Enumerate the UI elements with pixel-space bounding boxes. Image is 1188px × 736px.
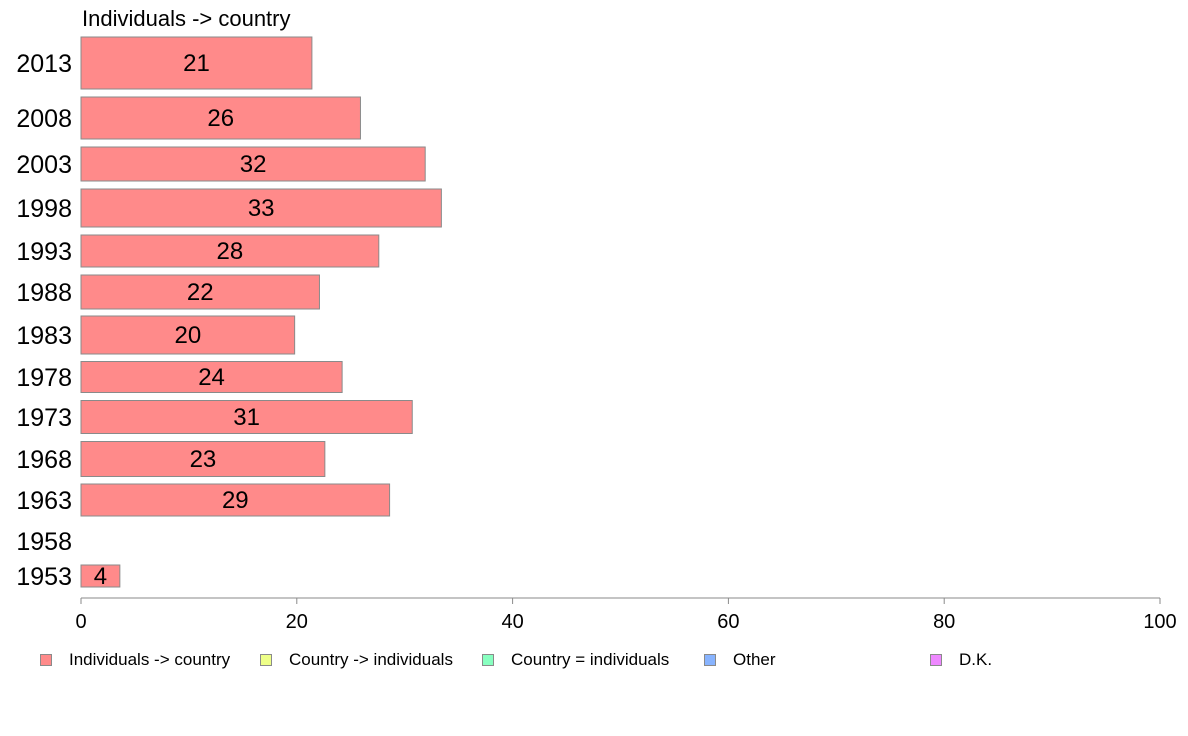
y-tick-label-1998: 1998: [16, 195, 72, 223]
x-tick-label-80: 80: [933, 611, 955, 633]
bar-label-1983: 20: [174, 322, 201, 349]
legend-item: Country -> individuals: [260, 650, 453, 670]
y-tick-label-2013: 2013: [16, 50, 72, 78]
y-tick-label-1968: 1968: [16, 446, 72, 474]
legend-label: Other: [733, 650, 776, 669]
x-tick-label-60: 60: [717, 611, 739, 633]
bar-label-1993: 28: [217, 238, 244, 265]
bar-1983: [80, 315, 296, 355]
bar-label-1953: 4: [94, 563, 107, 590]
bar-1963: [80, 483, 391, 517]
legend-label: Country -> individuals: [289, 650, 453, 669]
x-tick-label-40: 40: [501, 611, 523, 633]
bar-2003: [80, 146, 426, 182]
bar-label-2003: 32: [240, 151, 267, 178]
series-title: Individuals -> country: [82, 6, 291, 31]
bar-label-1978: 24: [198, 364, 225, 391]
bar-1973: [80, 400, 413, 434]
legend-label: D.K.: [959, 650, 993, 669]
legend-swatch: [260, 654, 272, 666]
y-tick-label-1958: 1958: [16, 528, 72, 556]
bar-1953: [80, 564, 121, 588]
bar-label-2013: 21: [183, 50, 210, 77]
x-tick-label-0: 0: [75, 611, 86, 633]
y-tick-label-1983: 1983: [16, 322, 72, 350]
x-tick-label-20: 20: [286, 611, 308, 633]
bar-1978: [80, 361, 343, 393]
legend-swatch: [930, 654, 942, 666]
y-tick-label-1993: 1993: [16, 238, 72, 266]
legend-item: Individuals -> country: [40, 650, 230, 670]
legend-item: Other: [704, 650, 776, 670]
y-tick-label-1953: 1953: [16, 563, 72, 591]
bar-1993: [80, 234, 380, 268]
y-tick-label-1963: 1963: [16, 487, 72, 515]
legend-item: Country = individuals: [482, 650, 669, 670]
legend: Individuals -> country Country -> individ…: [40, 650, 1180, 674]
x-axis: 0 20 40 60 80 100: [75, 597, 1177, 633]
legend-swatch: [704, 654, 716, 666]
bar-label-1963: 29: [222, 487, 249, 514]
legend-label: Country = individuals: [511, 650, 670, 669]
bar-1968: [80, 441, 326, 477]
legend-label: Individuals -> country: [69, 650, 231, 669]
y-tick-label-2003: 2003: [16, 151, 72, 179]
y-tick-label-1973: 1973: [16, 404, 72, 432]
bar-label-1988: 22: [187, 279, 214, 306]
x-tick-label-100: 100: [1143, 611, 1176, 633]
bar-label-1973: 31: [233, 404, 260, 431]
bar-label-1968: 23: [190, 446, 217, 473]
bar-1998: [80, 188, 442, 228]
legend-swatch: [40, 654, 52, 666]
y-tick-label-1978: 1978: [16, 364, 72, 392]
legend-item: D.K.: [930, 650, 992, 670]
y-tick-labels: 2013 2008 2003 1998 1993 1988 1983 1978 1973 1968…: [16, 50, 72, 591]
y-tick-label-2008: 2008: [16, 105, 72, 133]
bar-1988: [80, 274, 320, 310]
y-tick-label-1988: 1988: [16, 279, 72, 307]
bar-label-1998: 33: [248, 195, 275, 222]
bar-label-2008: 26: [207, 105, 234, 132]
bar-2013: [80, 36, 313, 90]
legend-swatch: [482, 654, 494, 666]
bar-2008: [80, 96, 361, 140]
